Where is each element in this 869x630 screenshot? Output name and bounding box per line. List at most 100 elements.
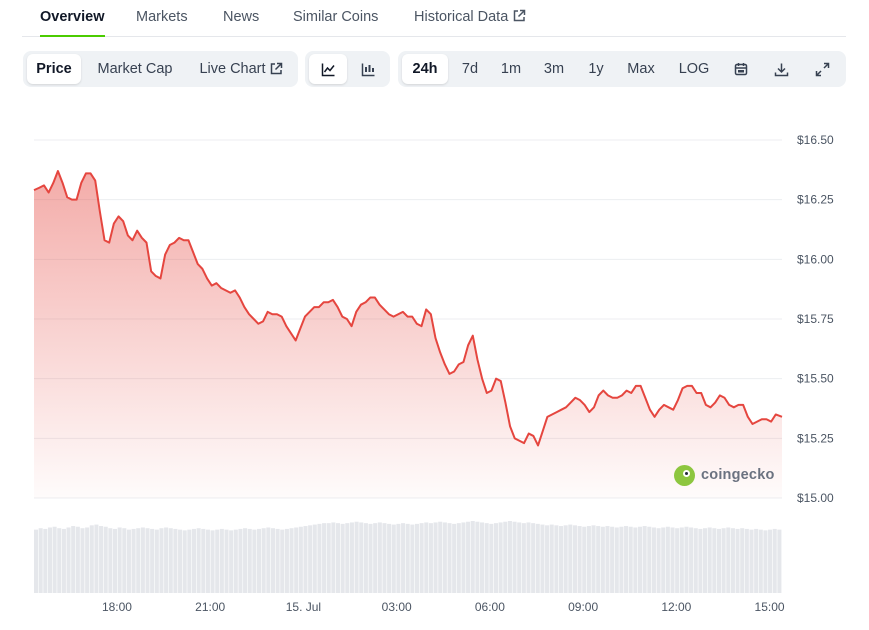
volume-bar: [289, 528, 294, 593]
y-tick-label: $15.25: [797, 431, 834, 445]
volume-bar: [438, 521, 443, 593]
volume-bar: [173, 528, 178, 593]
x-tick-label: 15:00: [755, 600, 785, 614]
volume-bar: [637, 526, 643, 593]
volume-bar: [693, 528, 698, 593]
volume-bar: [591, 525, 596, 593]
volume-bar: [117, 527, 122, 593]
price-area-fill: [34, 171, 782, 498]
volume-bar: [308, 525, 313, 593]
price-area: [33, 170, 783, 498]
tab-similar-coins[interactable]: Similar Coins: [293, 9, 379, 25]
volume-bar: [154, 529, 159, 593]
range-7d-button[interactable]: 7d: [461, 61, 479, 77]
volume-bar: [540, 524, 545, 593]
range-1y-button[interactable]: 1y: [588, 61, 604, 77]
live-chart-button[interactable]: Live Chart: [189, 54, 293, 84]
volume-bar: [99, 526, 104, 593]
volume-bar: [252, 529, 257, 593]
x-tick-label: 03:00: [382, 600, 412, 614]
volume-bar: [605, 526, 610, 593]
volume-bar: [572, 525, 577, 593]
volume-bar: [405, 523, 410, 593]
volume-bar: [558, 526, 564, 593]
range-max-button[interactable]: Max: [627, 61, 655, 77]
download-button[interactable]: [764, 54, 798, 84]
coingecko-watermark: coingecko: [674, 464, 775, 486]
y-tick-label: $16.00: [797, 252, 834, 266]
volume-bar: [689, 527, 694, 593]
volume-bar: [210, 530, 215, 593]
volume-bar: [726, 527, 731, 593]
candlestick-chart-button[interactable]: [349, 54, 387, 84]
calendar-button[interactable]: [724, 54, 758, 84]
volume-bar: [187, 529, 192, 593]
volume-bar: [744, 528, 749, 593]
volume-bar: [47, 527, 52, 593]
volume-bar: [661, 527, 666, 593]
log-scale-button[interactable]: LOG: [678, 61, 710, 77]
volume-bar: [489, 523, 494, 593]
volume-bar: [428, 523, 433, 593]
volume-bar: [219, 528, 224, 593]
volume-bar: [484, 523, 489, 593]
volume-bar: [419, 523, 424, 593]
price-button[interactable]: Price: [27, 54, 81, 84]
volume-bar: [549, 524, 554, 593]
calendar-icon: [734, 63, 748, 76]
tab-news[interactable]: News: [223, 9, 260, 25]
volume-bar: [335, 523, 341, 593]
volume-bar: [131, 528, 136, 593]
volume-bar: [600, 526, 605, 593]
volume-bar: [233, 529, 238, 593]
page-tabs: Overview Markets News Similar Coins Hist…: [22, 0, 846, 37]
fullscreen-button[interactable]: [804, 54, 840, 84]
volume-bar: [312, 524, 317, 593]
volume-bar: [684, 526, 689, 593]
range-3m-button[interactable]: 3m: [543, 61, 565, 77]
tab-markets[interactable]: Markets: [136, 9, 188, 25]
external-link-icon: [514, 9, 526, 22]
volume-bar: [373, 523, 378, 593]
volume-bar: [280, 529, 285, 593]
tab-overview[interactable]: Overview: [40, 0, 105, 37]
volume-bar: [38, 528, 43, 593]
volume-bar: [401, 523, 406, 593]
volume-bar: [545, 525, 550, 593]
range-1m-button[interactable]: 1m: [500, 61, 522, 77]
volume-bar: [698, 528, 703, 593]
volume-bar: [507, 521, 512, 593]
volume-bar: [647, 526, 652, 593]
volume-bar: [349, 522, 354, 593]
volume-bar: [619, 526, 624, 593]
volume-bar: [140, 527, 145, 593]
volume-bar: [94, 524, 99, 593]
market-cap-button[interactable]: Market Cap: [97, 61, 173, 77]
range-selector: 24h 7d 1m 3m 1y Max LOG: [398, 51, 846, 87]
volume-bar: [391, 524, 396, 593]
volume-bar: [243, 528, 248, 593]
volume-bar: [577, 526, 582, 593]
y-tick-label: $15.75: [797, 312, 834, 326]
volume-bar: [284, 528, 289, 593]
volume-bar: [205, 529, 210, 593]
volume-bar: [675, 528, 680, 593]
tab-historical-data[interactable]: Historical Data: [414, 0, 526, 37]
x-tick-label: 15. Jul: [286, 600, 321, 614]
volume-bar: [122, 528, 127, 593]
volume-bar: [610, 526, 615, 593]
volume-bar: [368, 523, 373, 593]
volume-bar: [452, 523, 457, 593]
volume-bar: [777, 529, 782, 593]
range-24h-button[interactable]: 24h: [402, 54, 448, 84]
volume-bar: [614, 527, 619, 593]
volume-bar: [85, 527, 90, 593]
volume-bar: [108, 528, 113, 593]
volume-bar: [159, 528, 164, 593]
line-chart-button[interactable]: [309, 54, 347, 84]
x-tick-label: 09:00: [568, 600, 598, 614]
volume-bar: [229, 530, 234, 593]
volume-bar: [178, 529, 183, 593]
y-tick-label: $16.25: [797, 193, 834, 207]
